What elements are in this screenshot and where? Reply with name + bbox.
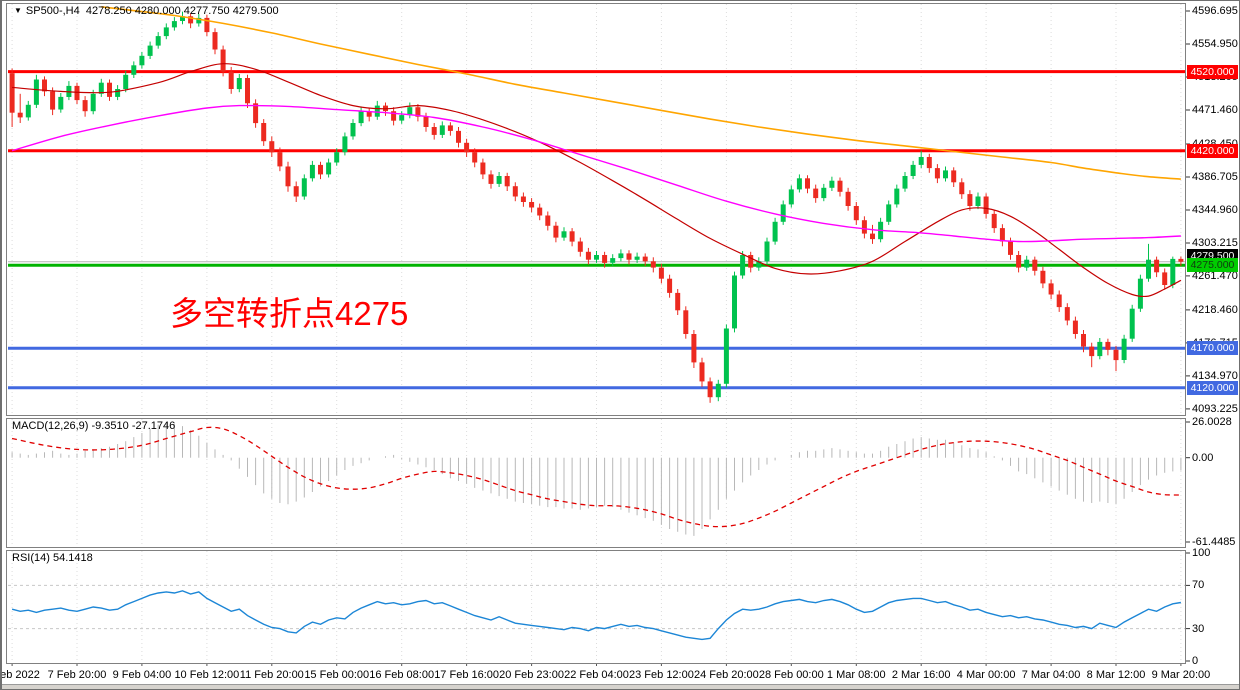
macd-tick-label: 0.00 <box>1192 451 1214 464</box>
price-line-badge: 4120.000 <box>1187 380 1238 395</box>
rsi-tick-label: 100 <box>1192 547 1211 559</box>
macd-pane[interactable] <box>6 418 1186 548</box>
main-chart-pane[interactable] <box>6 3 1186 416</box>
ohlc-high: 4280.000 <box>134 5 181 17</box>
time-tick-label: 7 Mar 04:00 <box>1021 669 1081 681</box>
rsi-indicator-label: RSI(14) 54.1418 <box>12 552 93 564</box>
time-tick-label: 11 Feb 20:00 <box>239 669 304 681</box>
time-tick-label: 17 Feb 16:00 <box>434 669 500 681</box>
price-tick-label: 4218.460 <box>1192 303 1238 316</box>
time-tick-label: 1 Mar 08:00 <box>826 669 886 681</box>
price-tick-label: 4386.705 <box>1192 170 1238 183</box>
price-tick-label: 4303.215 <box>1192 236 1238 249</box>
time-tick-label: 7 Feb 20:00 <box>47 669 107 681</box>
macd-tick-label: -61.4485 <box>1192 536 1236 548</box>
time-tick-label: 8 Mar 12:00 <box>1086 669 1146 681</box>
time-tick-label: 20 Feb 23:00 <box>499 669 564 681</box>
chart-header: ▼ SP500-,H4 4278.250 4280.000 4277.750 42… <box>14 5 279 17</box>
time-tick-label: 10 Feb 12:00 <box>174 669 240 681</box>
price-tick-label: 4093.225 <box>1192 402 1238 415</box>
price-line-badge: 4275.000 <box>1187 258 1238 273</box>
price-tick-label: 4554.950 <box>1192 38 1238 51</box>
price-tick-label: 4596.695 <box>1192 5 1238 18</box>
time-tick-label: 2 Mar 16:00 <box>891 669 951 681</box>
rsi-tick-label: 0 <box>1192 655 1199 667</box>
annotation-text[interactable]: 多空转折点4275 <box>170 295 409 332</box>
price-line-badge: 4420.000 <box>1187 143 1238 158</box>
time-tick-label: 22 Feb 04:00 <box>564 669 629 681</box>
symbol-dropdown-icon[interactable]: ▼ <box>14 6 22 15</box>
time-tick-label: 16 Feb 08:00 <box>369 669 435 681</box>
ohlc-close: 4279.500 <box>232 5 279 17</box>
price-axis[interactable] <box>1186 1 1239 664</box>
symbol-period-label: SP500-,H4 <box>25 5 80 17</box>
ohlc-open: 4278.250 <box>85 5 132 17</box>
price-tick-label: 4344.960 <box>1192 203 1238 216</box>
time-tick-label: 28 Feb 00:00 <box>758 669 824 681</box>
time-tick-label: 4 Feb 2022 <box>0 669 40 681</box>
time-tick-label: 4 Mar 00:00 <box>956 669 1016 681</box>
rsi-pane[interactable] <box>6 550 1186 664</box>
time-tick-label: 15 Feb 00:00 <box>304 669 370 681</box>
bottom-strip <box>2 684 1239 689</box>
price-tick-label: 4261.470 <box>1192 269 1238 282</box>
price-tick-label: 4471.460 <box>1192 104 1238 116</box>
price-line-badge: 4520.000 <box>1187 64 1238 79</box>
macd-indicator-label: MACD(12,26,9) -9.3510 -27.1746 <box>12 420 176 432</box>
time-tick-label: 9 Feb 04:00 <box>112 669 172 681</box>
rsi-tick-label: 30 <box>1192 622 1205 635</box>
rsi-tick-label: 70 <box>1192 579 1205 592</box>
price-tick-label: 4134.970 <box>1192 369 1238 382</box>
price-line-badge: 4170.000 <box>1187 341 1238 356</box>
macd-tick-label: 26.0028 <box>1192 416 1232 428</box>
time-tick-label: 24 Feb 20:00 <box>693 669 759 681</box>
time-tick-label: 23 Feb 12:00 <box>629 669 694 681</box>
ohlc-low: 4277.750 <box>183 5 230 17</box>
time-tick-label: 9 Mar 20:00 <box>1151 669 1211 681</box>
